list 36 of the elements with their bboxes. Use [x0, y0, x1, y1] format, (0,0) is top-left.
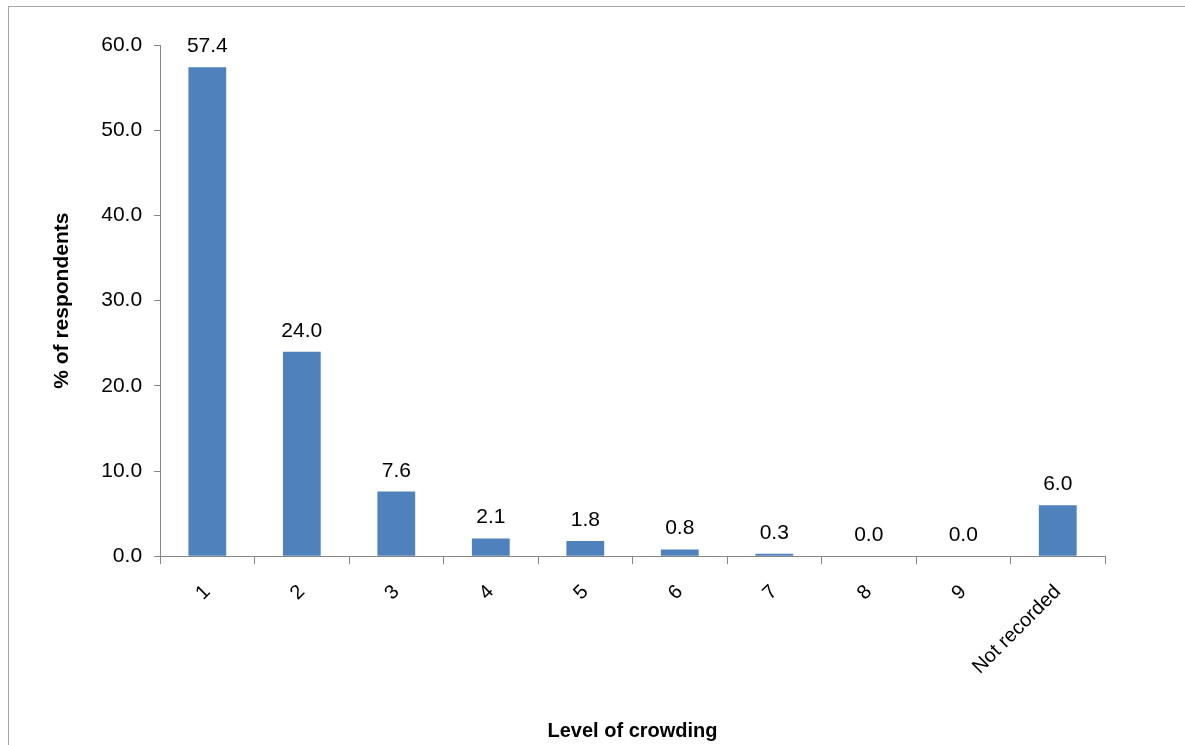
bar [1038, 505, 1077, 556]
data-label: 24.0 [281, 317, 323, 341]
y-tick-label: 10.0 [101, 457, 143, 481]
x-tick-label: 7 [757, 579, 781, 604]
x-tick-label: 8 [852, 579, 876, 604]
bar [188, 67, 227, 556]
x-tick-label: 9 [946, 579, 970, 604]
x-tick-label: 2 [285, 579, 309, 604]
data-label: 0.3 [759, 519, 789, 543]
data-label: 6.0 [1043, 471, 1073, 495]
x-tick-label: 1 [190, 579, 215, 604]
data-label: 0.0 [854, 522, 884, 546]
y-tick-label: 30.0 [101, 287, 143, 311]
y-tick-label: 40.0 [101, 202, 143, 226]
y-tick-label: 50.0 [101, 117, 143, 141]
data-label: 2.1 [476, 504, 506, 528]
y-tick-label: 20.0 [101, 372, 143, 396]
x-tick-label: 4 [474, 579, 498, 604]
x-tick-label: 6 [663, 579, 687, 604]
data-label: 0.8 [665, 515, 695, 539]
bar [660, 549, 699, 556]
bar [566, 540, 605, 556]
bar [282, 351, 321, 556]
data-label: 1.8 [570, 506, 600, 530]
y-tick-label: 0.0 [112, 543, 143, 567]
y-tick-label: 60.0 [101, 31, 143, 55]
data-label: 7.6 [381, 457, 411, 481]
y-axis-title: % of respondents [49, 212, 73, 389]
bar [755, 553, 794, 556]
bar [377, 491, 416, 556]
bar [471, 538, 510, 556]
x-tick-label: 3 [379, 579, 404, 604]
data-label: 0.0 [948, 522, 978, 546]
x-tick-label: 5 [568, 579, 593, 604]
data-label: 57.4 [186, 33, 229, 57]
x-axis-title: Level of crowding [547, 718, 718, 741]
